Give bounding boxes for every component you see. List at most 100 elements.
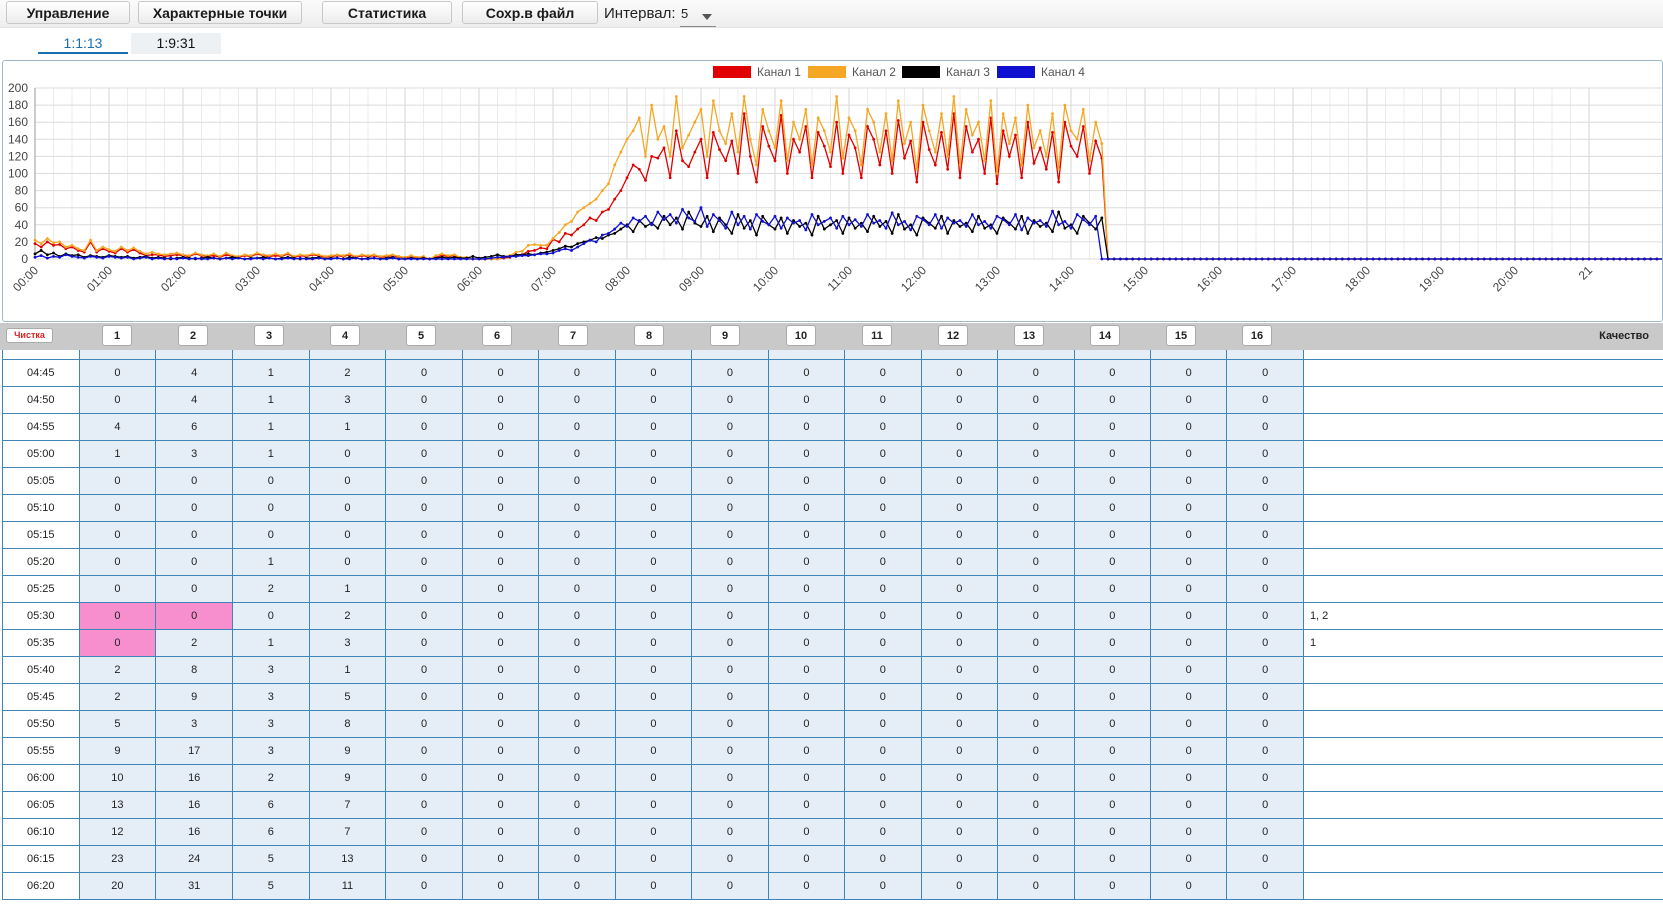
- value-cell[interactable]: 0: [1226, 548, 1304, 576]
- value-cell[interactable]: 0: [614, 494, 693, 522]
- value-cell[interactable]: 0: [844, 575, 922, 603]
- column-header-6[interactable]: 6: [482, 325, 512, 346]
- value-cell[interactable]: 0: [461, 575, 540, 603]
- value-cell[interactable]: 10: [78, 764, 157, 792]
- value-cell[interactable]: 0: [78, 629, 157, 657]
- value-cell[interactable]: 0: [767, 548, 846, 576]
- value-cell[interactable]: 0: [614, 710, 693, 738]
- column-header-9[interactable]: 9: [710, 325, 740, 346]
- value-cell[interactable]: 0: [461, 764, 540, 792]
- value-cell[interactable]: 0: [461, 710, 540, 738]
- value-cell[interactable]: 0: [461, 386, 540, 414]
- column-header-12[interactable]: 12: [938, 325, 968, 346]
- value-cell[interactable]: 0: [1226, 791, 1304, 819]
- value-cell[interactable]: 0: [997, 737, 1075, 765]
- value-cell[interactable]: 0: [461, 737, 540, 765]
- value-cell[interactable]: 0: [538, 359, 616, 387]
- value-cell[interactable]: 3: [232, 710, 310, 738]
- value-cell[interactable]: 0: [1149, 602, 1228, 630]
- value-cell[interactable]: 0: [767, 467, 846, 495]
- value-cell[interactable]: 0: [997, 386, 1075, 414]
- value-cell[interactable]: 0: [767, 683, 846, 711]
- value-cell[interactable]: 0: [461, 818, 540, 846]
- value-cell[interactable]: 0: [538, 710, 616, 738]
- save-to-file-button[interactable]: Сохр.в файл: [462, 1, 598, 24]
- value-cell[interactable]: 9: [308, 764, 387, 792]
- value-cell[interactable]: 0: [767, 494, 846, 522]
- value-cell[interactable]: 0: [1149, 737, 1228, 765]
- value-cell[interactable]: 9: [155, 683, 234, 711]
- value-cell[interactable]: 0: [385, 548, 463, 576]
- value-cell[interactable]: 17: [155, 737, 234, 765]
- value-cell[interactable]: 0: [1226, 845, 1304, 873]
- value-cell[interactable]: 0: [1073, 737, 1152, 765]
- value-cell[interactable]: 0: [1149, 656, 1228, 684]
- value-cell[interactable]: 0: [1073, 764, 1152, 792]
- value-cell[interactable]: 0: [78, 521, 157, 549]
- value-cell[interactable]: 0: [538, 656, 616, 684]
- table-row[interactable]: 05:10 0 0 0 0 0 0 0 0 0 0 0 0 0 0 0 0: [2, 494, 1663, 522]
- value-cell[interactable]: 1: [308, 575, 387, 603]
- value-cell[interactable]: 0: [232, 467, 310, 495]
- value-cell[interactable]: 16: [155, 818, 234, 846]
- value-cell[interactable]: 0: [538, 872, 616, 900]
- value-cell[interactable]: 1: [232, 413, 310, 441]
- value-cell[interactable]: 0: [844, 872, 922, 900]
- value-cell[interactable]: 6: [232, 818, 310, 846]
- value-cell[interactable]: 0: [767, 710, 846, 738]
- value-cell[interactable]: 0: [1073, 548, 1152, 576]
- value-cell[interactable]: 0: [691, 548, 769, 576]
- value-cell[interactable]: 0: [308, 548, 387, 576]
- value-cell[interactable]: 0: [920, 521, 999, 549]
- value-cell[interactable]: 0: [1226, 683, 1304, 711]
- value-cell[interactable]: 0: [155, 575, 234, 603]
- value-cell[interactable]: 0: [538, 413, 616, 441]
- value-cell[interactable]: 5: [232, 872, 310, 900]
- value-cell[interactable]: 0: [385, 494, 463, 522]
- value-cell[interactable]: 0: [997, 440, 1075, 468]
- value-cell[interactable]: 0: [385, 386, 463, 414]
- value-cell[interactable]: 0: [1149, 872, 1228, 900]
- value-cell[interactable]: 0: [1149, 710, 1228, 738]
- value-cell[interactable]: 0: [614, 413, 693, 441]
- value-cell[interactable]: 0: [920, 845, 999, 873]
- column-header-1[interactable]: 1: [102, 325, 132, 346]
- table-row[interactable]: 05:40 2 8 3 1 0 0 0 0 0 0 0 0 0 0 0 0: [2, 656, 1663, 684]
- value-cell[interactable]: 0: [844, 737, 922, 765]
- column-header-5[interactable]: 5: [406, 325, 436, 346]
- statistics-button[interactable]: Статистика: [322, 1, 452, 24]
- value-cell[interactable]: 0: [844, 818, 922, 846]
- value-cell[interactable]: 0: [844, 359, 922, 387]
- value-cell[interactable]: 0: [385, 791, 463, 819]
- value-cell[interactable]: 0: [1073, 602, 1152, 630]
- value-cell[interactable]: 9: [78, 737, 157, 765]
- table-row[interactable]: 06:05 13 16 6 7 0 0 0 0 0 0 0 0 0 0 0 0: [2, 791, 1663, 819]
- value-cell[interactable]: 0: [538, 440, 616, 468]
- value-cell[interactable]: 0: [1226, 467, 1304, 495]
- value-cell[interactable]: 24: [155, 845, 234, 873]
- value-cell[interactable]: 0: [844, 467, 922, 495]
- value-cell[interactable]: 0: [997, 467, 1075, 495]
- value-cell[interactable]: 2: [232, 575, 310, 603]
- value-cell[interactable]: 0: [1073, 521, 1152, 549]
- value-cell[interactable]: 0: [614, 629, 693, 657]
- value-cell[interactable]: 0: [844, 413, 922, 441]
- value-cell[interactable]: 0: [232, 602, 310, 630]
- value-cell[interactable]: 0: [920, 872, 999, 900]
- column-header-2[interactable]: 2: [178, 325, 208, 346]
- table-row[interactable]: 05:05 0 0 0 0 0 0 0 0 0 0 0 0 0 0 0 0: [2, 467, 1663, 495]
- table-row[interactable]: 06:20 20 31 5 11 0 0 0 0 0 0 0 0 0 0 0 0: [2, 872, 1663, 900]
- value-cell[interactable]: 4: [155, 386, 234, 414]
- value-cell[interactable]: 0: [691, 521, 769, 549]
- value-cell[interactable]: 0: [538, 791, 616, 819]
- column-header-15[interactable]: 15: [1166, 325, 1196, 346]
- value-cell[interactable]: 0: [844, 629, 922, 657]
- value-cell[interactable]: 0: [1149, 818, 1228, 846]
- value-cell[interactable]: 0: [1149, 413, 1228, 441]
- value-cell[interactable]: 0: [155, 494, 234, 522]
- value-cell[interactable]: 0: [461, 521, 540, 549]
- value-cell[interactable]: 1: [232, 386, 310, 414]
- value-cell[interactable]: 9: [308, 737, 387, 765]
- value-cell[interactable]: 13: [78, 791, 157, 819]
- value-cell[interactable]: 0: [920, 629, 999, 657]
